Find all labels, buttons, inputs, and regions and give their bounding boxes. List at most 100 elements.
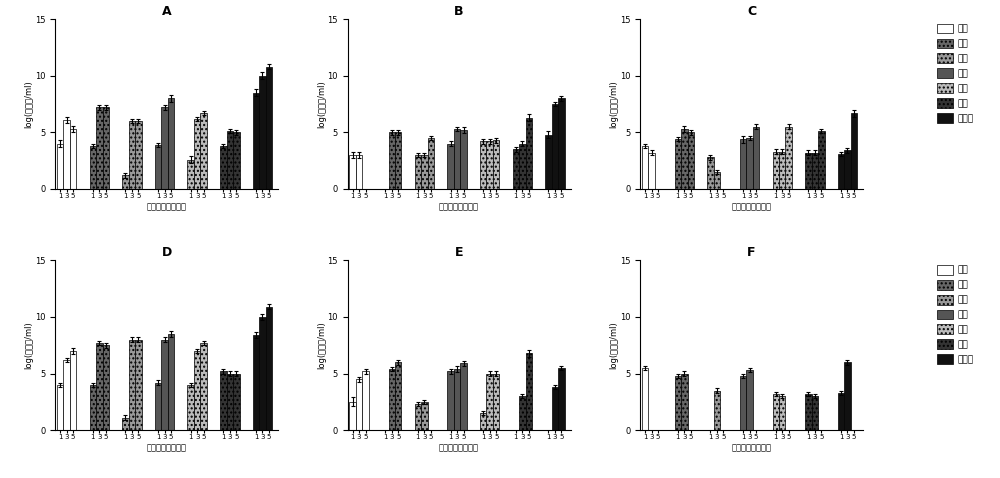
X-axis label: 感染后时间（天）: 感染后时间（天） (732, 443, 772, 452)
Bar (460, 363, 467, 430)
Bar (773, 394, 779, 430)
Bar (389, 132, 395, 189)
Bar (454, 369, 460, 430)
Bar (415, 155, 421, 189)
Bar (200, 343, 207, 430)
Bar (96, 108, 103, 189)
Bar (707, 157, 714, 189)
Bar (642, 368, 648, 430)
Bar (740, 139, 746, 189)
Bar (220, 371, 227, 430)
Bar (519, 144, 526, 189)
Bar (168, 334, 174, 430)
Bar (486, 141, 493, 189)
Bar (740, 376, 746, 430)
X-axis label: 感染后时间（天）: 感染后时间（天） (439, 443, 479, 452)
Bar (356, 155, 362, 189)
X-axis label: 感染后时间（天）: 感染后时间（天） (147, 202, 187, 211)
Legend: 大脑, 心脏, 血液, 肺脏, 脾脏, 小肠, 后肢肌: 大脑, 心脏, 血液, 肺脏, 脾脏, 小肠, 后肢肌 (937, 265, 974, 364)
Bar (253, 335, 259, 430)
Bar (90, 385, 96, 430)
Bar (552, 387, 558, 430)
Bar (356, 379, 362, 430)
Bar (259, 76, 266, 189)
Y-axis label: log(拷贝数/ml): log(拷贝数/ml) (317, 321, 326, 369)
Bar (421, 402, 428, 430)
Bar (714, 391, 720, 430)
Bar (187, 385, 194, 430)
Bar (129, 121, 135, 189)
Y-axis label: log(拷贝数/ml): log(拷贝数/ml) (24, 321, 33, 369)
Y-axis label: log(拷贝数/ml): log(拷贝数/ml) (24, 80, 33, 128)
Bar (480, 413, 486, 430)
Y-axis label: log(拷贝数/ml): log(拷贝数/ml) (317, 80, 326, 128)
Bar (233, 374, 240, 430)
Y-axis label: log(拷贝数/ml): log(拷贝数/ml) (609, 321, 618, 369)
Bar (785, 127, 792, 189)
Bar (648, 153, 655, 189)
Legend: 大脑, 心脏, 血液, 肺脏, 脾脏, 小肠, 后肢肌: 大脑, 心脏, 血液, 肺脏, 脾脏, 小肠, 后肢肌 (937, 23, 974, 123)
Bar (519, 396, 526, 430)
Bar (389, 369, 395, 430)
Bar (746, 138, 753, 189)
Bar (122, 175, 129, 189)
Bar (675, 139, 681, 189)
Title: D: D (161, 246, 172, 259)
Bar (362, 371, 369, 430)
Bar (395, 362, 401, 430)
Bar (415, 404, 421, 430)
Bar (714, 172, 720, 189)
Bar (135, 339, 142, 430)
Bar (447, 144, 454, 189)
Title: F: F (747, 246, 756, 259)
Bar (90, 146, 96, 189)
Bar (681, 129, 688, 189)
Bar (168, 98, 174, 189)
Bar (103, 108, 109, 189)
Bar (447, 371, 454, 430)
Title: B: B (454, 5, 464, 18)
Bar (838, 393, 844, 430)
X-axis label: 感染后时间（天）: 感染后时间（天） (439, 202, 479, 211)
Bar (460, 130, 467, 189)
Bar (552, 104, 558, 189)
Bar (227, 131, 233, 189)
Bar (805, 394, 812, 430)
X-axis label: 感染后时间（天）: 感染后时间（天） (732, 202, 772, 211)
Bar (688, 132, 694, 189)
Bar (395, 132, 401, 189)
Title: A: A (162, 5, 171, 18)
Bar (227, 374, 233, 430)
Bar (220, 146, 227, 189)
Bar (526, 118, 532, 189)
Bar (779, 152, 785, 189)
Bar (558, 98, 565, 189)
Bar (200, 113, 207, 189)
Bar (486, 374, 493, 430)
Bar (135, 121, 142, 189)
Bar (96, 343, 103, 430)
Bar (746, 370, 753, 430)
Bar (526, 353, 532, 430)
Bar (187, 160, 194, 189)
Bar (753, 127, 759, 189)
Bar (161, 108, 168, 189)
Bar (818, 131, 825, 189)
Bar (812, 396, 818, 430)
Bar (70, 351, 76, 430)
Bar (57, 144, 63, 189)
Bar (155, 145, 161, 189)
Bar (349, 155, 356, 189)
Bar (773, 152, 779, 189)
Bar (129, 339, 135, 430)
Bar (480, 141, 486, 189)
Bar (155, 382, 161, 430)
Bar (266, 67, 272, 189)
Bar (513, 149, 519, 189)
Bar (805, 153, 812, 189)
Bar (70, 129, 76, 189)
Bar (545, 135, 552, 189)
Bar (349, 402, 356, 430)
Bar (194, 351, 200, 430)
Bar (812, 153, 818, 189)
